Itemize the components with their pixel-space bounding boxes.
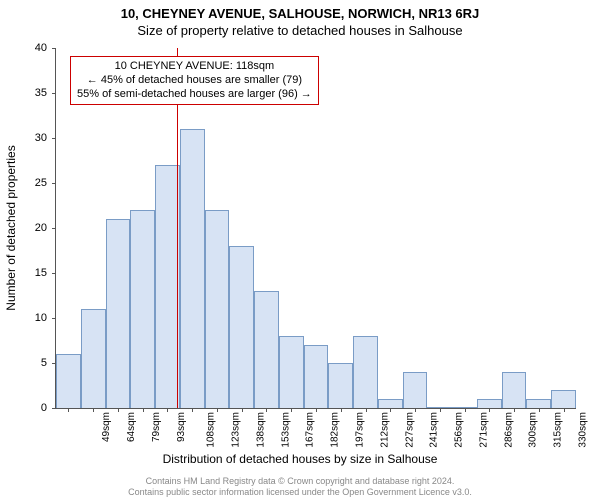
x-tick-label: 315sqm [553, 412, 564, 448]
y-tick-label: 10 [35, 312, 47, 324]
x-tick-label: 153sqm [280, 412, 291, 448]
x-tick-label: 300sqm [528, 412, 539, 448]
x-tick-label: 182sqm [330, 412, 341, 448]
histogram-bar [130, 210, 155, 408]
histogram-bar [180, 129, 205, 408]
histogram-bar [502, 372, 527, 408]
x-tick-label: 108sqm [206, 412, 217, 448]
x-tick-label: 167sqm [305, 412, 316, 448]
histogram-bar [81, 309, 106, 408]
histogram-bar [403, 372, 428, 408]
histogram-bar [254, 291, 279, 408]
annotation-line-2: ← 45% of detached houses are smaller (79… [77, 74, 312, 88]
y-tick-label: 20 [35, 222, 47, 234]
histogram-bar [229, 246, 254, 408]
histogram-bar [353, 336, 378, 408]
chart-container: 10, CHEYNEY AVENUE, SALHOUSE, NORWICH, N… [0, 0, 600, 500]
histogram-bar [155, 165, 180, 408]
histogram-bar [279, 336, 304, 408]
x-axis-label: Distribution of detached houses by size … [0, 452, 600, 466]
footer-line-1: Contains HM Land Registry data © Crown c… [0, 476, 600, 487]
x-tick-label: 227sqm [404, 412, 415, 448]
x-tick-label: 212sqm [379, 412, 390, 448]
histogram-bar [304, 345, 329, 408]
footer-line-2: Contains public sector information licen… [0, 487, 600, 498]
x-tick-label: 271sqm [478, 412, 489, 448]
histogram-bar [477, 399, 502, 408]
histogram-bar [328, 363, 353, 408]
page-title: 10, CHEYNEY AVENUE, SALHOUSE, NORWICH, N… [0, 0, 600, 21]
histogram-bar [56, 354, 81, 408]
x-tick-container: 49sqm 64sqm 79sqm 93sqm 108sqm 123sqm 138sqm 15… [55, 408, 575, 456]
x-tick-label: 93sqm [176, 412, 187, 442]
annotation-line-3: 55% of semi-detached houses are larger (… [77, 88, 312, 102]
y-tick-label: 15 [35, 267, 47, 279]
x-tick-label: 79sqm [151, 412, 162, 442]
histogram-bar [378, 399, 403, 408]
y-tick-label: 40 [35, 42, 47, 54]
x-tick-label: 330sqm [577, 412, 588, 448]
x-tick-label: 256sqm [454, 412, 465, 448]
y-tick-label: 5 [41, 357, 47, 369]
x-tick-label: 197sqm [355, 412, 366, 448]
chart-subtitle: Size of property relative to detached ho… [0, 21, 600, 38]
x-tick-label: 286sqm [503, 412, 514, 448]
y-tick-container: 0510152025303540 [0, 48, 55, 408]
annotation-box: 10 CHEYNEY AVENUE: 118sqm ← 45% of detac… [70, 56, 319, 105]
x-tick-label: 241sqm [429, 412, 440, 448]
x-tick-label: 123sqm [231, 412, 242, 448]
y-tick-label: 0 [41, 402, 47, 414]
y-tick-label: 25 [35, 177, 47, 189]
histogram-bar [205, 210, 230, 408]
y-tick-label: 35 [35, 87, 47, 99]
histogram-bar [106, 219, 131, 408]
annotation-line-1: 10 CHEYNEY AVENUE: 118sqm [77, 60, 312, 74]
attribution-footer: Contains HM Land Registry data © Crown c… [0, 476, 600, 498]
x-tick-label: 49sqm [101, 412, 112, 442]
x-tick-label: 64sqm [126, 412, 137, 442]
histogram-bar [551, 390, 576, 408]
x-tick-label: 138sqm [256, 412, 267, 448]
y-tick-label: 30 [35, 132, 47, 144]
histogram-bar [526, 399, 551, 408]
